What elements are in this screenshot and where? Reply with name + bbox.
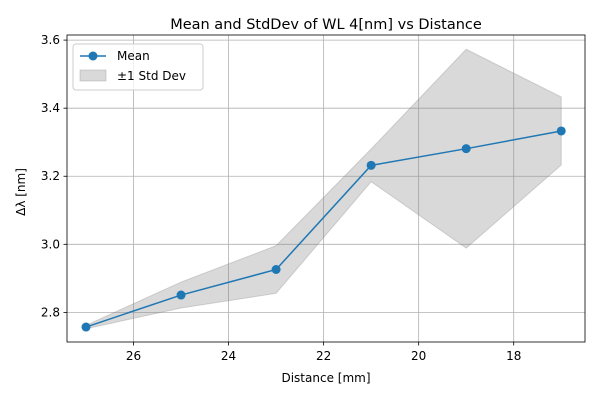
x-axis-label: Distance [mm]	[281, 371, 370, 385]
mean-data-point	[81, 322, 91, 332]
legend-band-swatch	[79, 69, 107, 82]
y-tick-label: 3.4	[41, 101, 60, 115]
chart-title: Mean and StdDev of WL 4[nm] vs Distance	[170, 17, 482, 33]
plot-frame	[66, 34, 586, 343]
y-axis-label: Δλ [nm]	[14, 168, 28, 216]
mean-series-line	[85, 130, 562, 328]
mean-data-point	[461, 144, 471, 154]
legend: Mean ±1 Std Dev	[72, 43, 204, 91]
std-dev-band-layer	[85, 48, 562, 330]
y-tick-label: 3.6	[41, 33, 60, 47]
axes: 26 24 22 20 18 2.8 3.0 3.2 3.4 3.6	[41, 33, 586, 363]
x-tick-label: 20	[411, 349, 426, 363]
x-tick-label: 18	[506, 349, 521, 363]
x-tick-label: 22	[316, 349, 331, 363]
mean-data-point	[176, 290, 186, 300]
legend-mean-label: Mean	[117, 49, 150, 63]
y-tick-label: 2.8	[41, 305, 60, 319]
mean-series-layer	[81, 126, 566, 332]
y-tick-label: 3.2	[41, 169, 60, 183]
mean-data-point	[271, 265, 281, 275]
legend-band-label: ±1 Std Dev	[117, 69, 186, 83]
x-tick-label: 24	[221, 349, 236, 363]
mean-data-point	[366, 160, 376, 170]
y-tick-label: 3.0	[41, 237, 60, 251]
std-dev-band	[85, 48, 562, 330]
mean-data-point	[556, 126, 566, 136]
legend-mean-marker	[88, 51, 98, 61]
x-tick-label: 26	[126, 349, 141, 363]
grid	[67, 35, 585, 342]
